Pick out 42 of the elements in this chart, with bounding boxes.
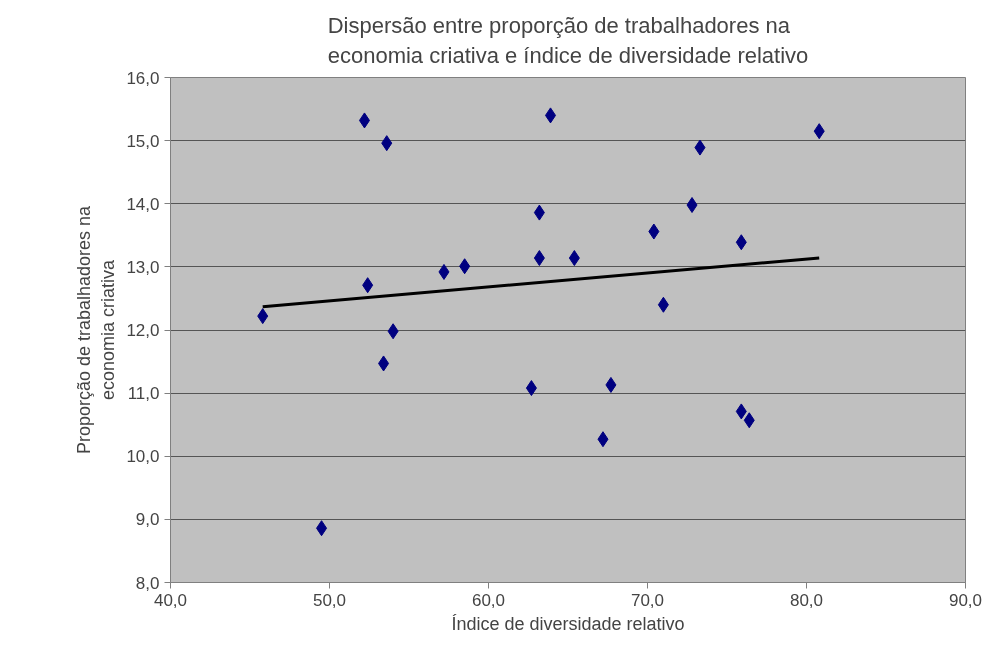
point (694, 139, 706, 156)
x-axis-title: Índice de diversidade relativo (451, 613, 685, 634)
point (362, 277, 374, 294)
point (533, 250, 545, 267)
point (257, 308, 269, 325)
point (813, 123, 825, 140)
y-tick-label: 12,0 (126, 321, 160, 340)
point (605, 376, 617, 393)
point (378, 355, 390, 372)
point (358, 112, 370, 129)
y-tick-label: 10,0 (126, 447, 160, 467)
y-axis-title: Proporção de trabalhadores na economia criativa (74, 204, 119, 455)
point (459, 258, 471, 275)
x-tick-label: 80,0 (789, 590, 824, 610)
point (387, 323, 399, 340)
y-tick-label: 8,0 (135, 573, 160, 593)
point (597, 431, 609, 448)
x-tick-label: 70,0 (630, 590, 665, 610)
point (743, 412, 755, 429)
x-tick-label: 50,0 (312, 590, 347, 610)
point (657, 296, 669, 313)
y-tick-label: 15,0 (126, 131, 160, 151)
point (381, 135, 393, 152)
point (568, 250, 580, 267)
y-tick-label: 11,0 (127, 384, 160, 404)
point (686, 197, 698, 214)
point (438, 263, 450, 280)
point (316, 520, 328, 537)
y-tick-label: 16,0 (126, 68, 160, 88)
chart-title: Dispersão entre proporção de trabalhadores na economia criativa e índice de diversidade relativo (327, 12, 809, 68)
x-tick-label: 90,0 (948, 590, 983, 610)
point (735, 234, 747, 251)
x-tick-label: 40,0 (153, 590, 188, 610)
y-tick-label: 14,0 (126, 194, 160, 214)
point (735, 403, 747, 420)
x-tick-label: 60,0 (471, 590, 506, 610)
point (545, 107, 557, 124)
y-tick-label: 13,0 (126, 257, 160, 277)
y-tick-label: 9,0 (135, 510, 160, 530)
point (525, 380, 537, 397)
point (648, 223, 660, 240)
point (533, 204, 545, 221)
